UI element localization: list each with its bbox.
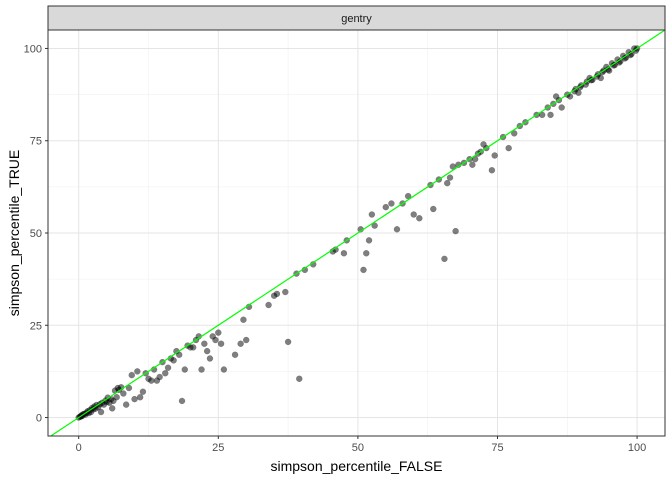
data-point bbox=[198, 366, 205, 373]
data-point bbox=[240, 316, 247, 323]
data-point bbox=[134, 368, 141, 375]
data-point bbox=[469, 161, 476, 168]
data-point bbox=[430, 205, 437, 213]
data-point bbox=[97, 408, 105, 416]
data-point bbox=[212, 336, 219, 344]
data-point bbox=[156, 373, 163, 381]
data-point bbox=[284, 338, 292, 346]
reference-line bbox=[50, 29, 666, 437]
x-tick-label: 25 bbox=[212, 442, 224, 454]
data-point bbox=[123, 401, 130, 408]
data-point bbox=[178, 397, 186, 405]
data-point bbox=[148, 377, 155, 384]
data-point bbox=[296, 375, 303, 382]
data-point bbox=[488, 167, 496, 174]
data-point bbox=[365, 237, 373, 244]
data-point bbox=[368, 211, 376, 218]
data-point bbox=[215, 329, 222, 336]
facet-strip bbox=[47, 5, 666, 31]
y-tick-label: 75 bbox=[30, 136, 42, 148]
data-point bbox=[410, 211, 417, 218]
y-axis-title: simpson_percentile_TRUE bbox=[6, 150, 22, 317]
data-point bbox=[505, 144, 512, 152]
x-tick-label: 50 bbox=[352, 442, 364, 454]
data-point bbox=[120, 390, 127, 397]
data-point bbox=[220, 366, 228, 373]
x-tick-label: 100 bbox=[628, 442, 646, 454]
data-point bbox=[416, 215, 423, 222]
data-point bbox=[441, 255, 448, 262]
data-point bbox=[444, 180, 451, 187]
data-point bbox=[217, 340, 225, 347]
data-point bbox=[388, 200, 395, 207]
data-point bbox=[446, 174, 454, 181]
data-point bbox=[393, 226, 401, 233]
y-tick-label: 50 bbox=[30, 228, 42, 240]
x-tick-label: 75 bbox=[491, 442, 503, 454]
x-tick-label: 0 bbox=[76, 442, 82, 454]
y-tick-label: 25 bbox=[30, 320, 42, 332]
data-point bbox=[181, 366, 188, 373]
data-point bbox=[547, 111, 554, 119]
data-point bbox=[128, 371, 135, 379]
data-point bbox=[265, 301, 272, 309]
data-point bbox=[237, 340, 244, 347]
data-point bbox=[164, 364, 172, 371]
data-point bbox=[382, 204, 389, 211]
data-point bbox=[363, 250, 370, 257]
facet-label: gentry bbox=[341, 13, 372, 25]
data-point bbox=[170, 357, 177, 364]
data-point bbox=[190, 344, 197, 351]
major-gridlines bbox=[48, 30, 665, 436]
data-point bbox=[203, 347, 211, 355]
data-point bbox=[109, 405, 116, 412]
data-point bbox=[206, 355, 214, 362]
data-point bbox=[162, 370, 169, 377]
y-tick-label: 0 bbox=[36, 413, 42, 425]
data-point bbox=[139, 388, 147, 395]
y-tick-label: 100 bbox=[24, 43, 42, 55]
x-axis-title: simpson_percentile_FALSE bbox=[271, 458, 443, 474]
data-point bbox=[136, 394, 144, 401]
data-point bbox=[273, 290, 281, 298]
data-point bbox=[243, 336, 250, 344]
data-point bbox=[452, 227, 459, 235]
data-point bbox=[340, 250, 348, 257]
data-point bbox=[558, 104, 565, 111]
data-point bbox=[360, 266, 367, 274]
data-point bbox=[491, 152, 498, 159]
data-point bbox=[131, 395, 138, 403]
data-point bbox=[201, 340, 208, 347]
data-point bbox=[231, 351, 239, 358]
y-axis-ticks: 0 25 50 75 100 bbox=[24, 43, 48, 425]
data-point bbox=[282, 288, 289, 296]
data-point bbox=[113, 394, 120, 401]
x-axis-ticks: 0 25 50 75 100 bbox=[76, 436, 646, 454]
